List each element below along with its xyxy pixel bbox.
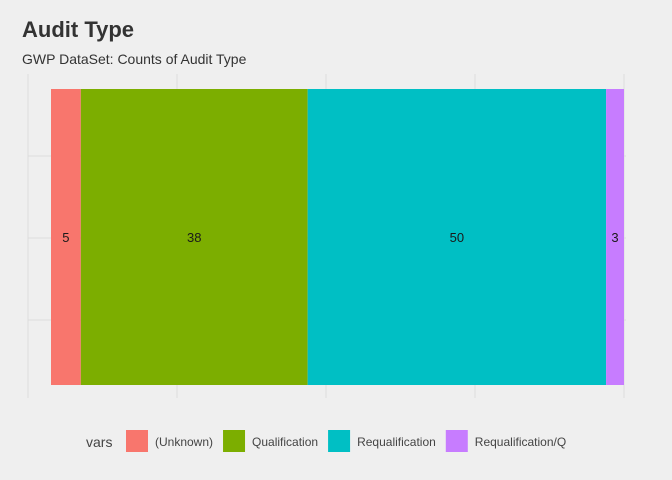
- data-labels: 5 38 50 3: [62, 230, 618, 245]
- legend-key-requalification: [328, 430, 351, 452]
- legend-label-unknown: (Unknown): [155, 435, 213, 449]
- bar-segment-unknown: [51, 89, 81, 385]
- bar-segment-requalification-q: [606, 89, 624, 385]
- legend-key-unknown: [126, 430, 148, 452]
- legend-label-requalification: Requalification: [357, 435, 436, 449]
- bar-segment-requalification: [307, 89, 607, 385]
- legend-key-requalification-q: [445, 430, 468, 452]
- legend-label-requalification-q: Requalification/Q: [475, 435, 566, 449]
- data-label-qualification: 38: [187, 230, 201, 245]
- data-label-requalification-q: 3: [611, 230, 618, 245]
- chart-subtitle: GWP DataSet: Counts of Audit Type: [22, 51, 247, 67]
- legend: vars (Unknown) Qualification Requalificati…: [86, 430, 566, 452]
- chart-title: Audit Type: [22, 17, 134, 42]
- bar-segments: [51, 89, 624, 385]
- data-label-requalification: 50: [450, 230, 464, 245]
- data-label-unknown: 5: [62, 230, 69, 245]
- bar-segment-qualification: [80, 89, 308, 385]
- legend-title: vars: [86, 434, 112, 450]
- legend-label-qualification: Qualification: [252, 435, 318, 449]
- legend-key-qualification: [223, 430, 246, 452]
